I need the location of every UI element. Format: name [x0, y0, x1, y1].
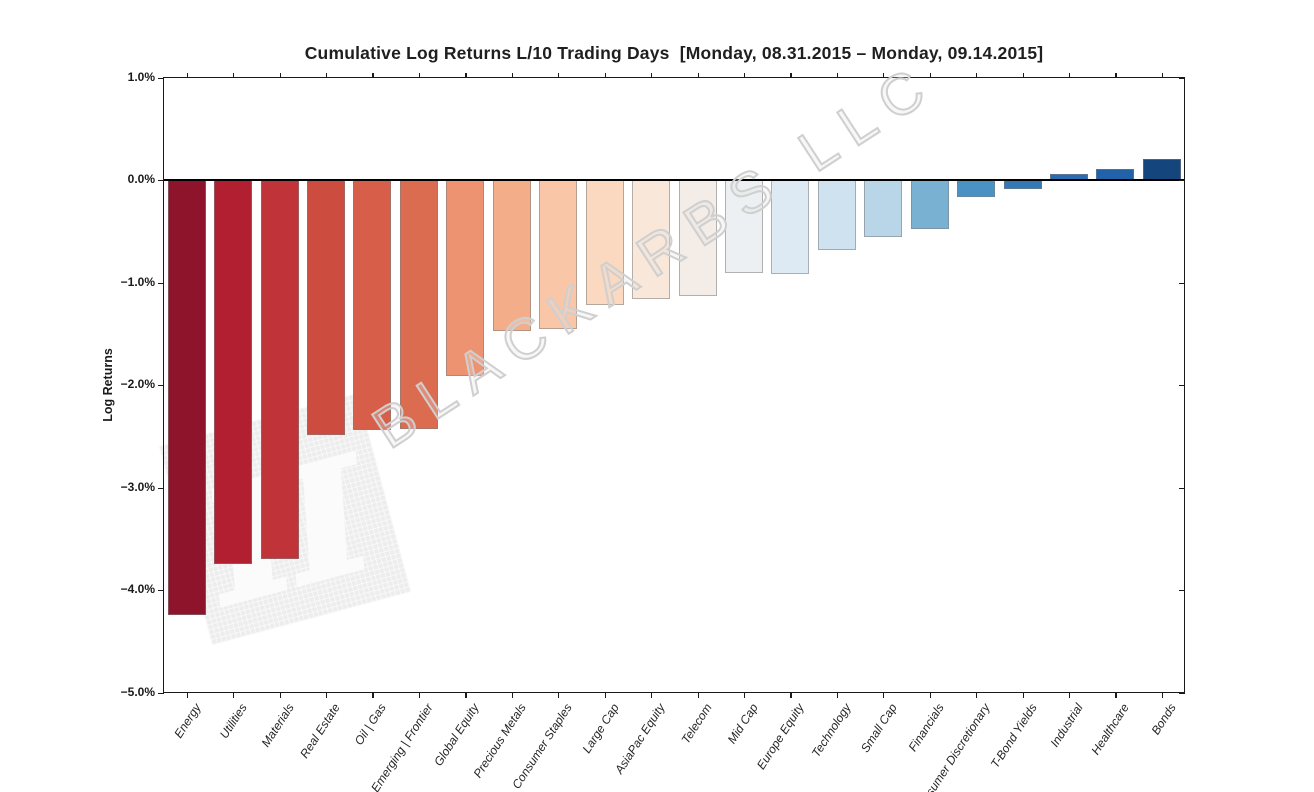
x-tick-bottom [465, 693, 467, 698]
y-tick-label: −1.0% [120, 274, 155, 289]
bar-bonds [1142, 158, 1181, 180]
x-tick-top [790, 72, 792, 78]
x-tick-bottom [743, 693, 746, 698]
x-tick-bottom [790, 693, 792, 698]
x-tick-top [651, 72, 653, 78]
x-tick-top [186, 72, 188, 78]
x-tick-top [743, 72, 746, 78]
y-tick-left [157, 385, 164, 387]
bar-real-estate [307, 180, 345, 436]
x-tick-bottom [558, 693, 560, 698]
y-tick-right [1179, 487, 1185, 489]
x-tick-bottom [651, 693, 653, 698]
x-tick-bottom [233, 693, 235, 698]
y-tick-label: 1.0% [127, 69, 155, 84]
bar-materials [260, 180, 299, 560]
x-tick-bottom [697, 693, 699, 698]
zero-baseline [163, 178, 1185, 182]
bar-mid-cap [724, 180, 763, 274]
bar-financials [910, 180, 949, 230]
y-tick-right [1179, 180, 1185, 182]
x-tick-top [511, 72, 513, 78]
x-tick-bottom [604, 693, 606, 698]
x-tick-bottom [186, 693, 188, 698]
x-tick-top [372, 72, 374, 78]
x-tick-bottom [418, 693, 421, 698]
y-tick-right [1179, 692, 1185, 695]
x-tick-top [836, 72, 839, 78]
x-tick-top [604, 72, 606, 78]
bar-large-cap [585, 180, 624, 306]
x-tick-top [465, 72, 467, 78]
x-tick-bottom [976, 693, 978, 698]
x-tick-top [558, 72, 560, 78]
x-tick-bottom [1068, 693, 1071, 698]
x-tick-bottom [511, 693, 513, 698]
bar-precious-metals [492, 180, 531, 331]
x-tick-bottom [883, 693, 885, 698]
bar-consumer-discretionary [957, 180, 996, 198]
y-tick-right [1179, 590, 1185, 592]
y-tick-right [1179, 385, 1185, 387]
x-tick-top [1115, 72, 1117, 78]
y-tick-left [157, 77, 164, 79]
x-tick-top [279, 72, 281, 78]
x-tick-top [233, 72, 235, 78]
bar-energy [167, 180, 206, 615]
y-tick-left [157, 692, 164, 695]
bar-consumer-staples [539, 180, 578, 329]
x-tick-top [697, 72, 699, 78]
y-tick-label: −2.0% [120, 377, 155, 392]
y-tick-left [157, 590, 164, 592]
bar-technology [817, 180, 856, 250]
x-tick-bottom [929, 693, 931, 698]
bar-global-equity [446, 180, 485, 376]
y-tick-left [157, 487, 164, 489]
x-tick-top [326, 72, 328, 78]
y-tick-left [157, 180, 164, 182]
x-tick-bottom [372, 693, 374, 698]
x-tick-bottom [1022, 693, 1024, 698]
x-tick-bottom [279, 693, 281, 698]
y-tick-label: −3.0% [120, 479, 155, 494]
y-tick-label: −4.0% [120, 582, 155, 597]
y-tick-right [1179, 77, 1185, 79]
y-tick-label: 0.0% [127, 172, 155, 186]
bar-asiapac-equity [632, 180, 670, 299]
y-tick-left [157, 282, 164, 284]
x-tick-bottom [326, 693, 328, 698]
x-tick-top [883, 72, 885, 78]
bar-telecom [678, 180, 717, 296]
x-tick-bottom [836, 693, 839, 698]
x-tick-top [976, 72, 978, 78]
y-tick-right [1179, 282, 1185, 284]
x-tick-top [1161, 72, 1164, 78]
bar-utilities [214, 180, 253, 564]
x-tick-bottom [1161, 693, 1164, 698]
x-tick-top [418, 72, 421, 78]
x-tick-top [1068, 72, 1071, 78]
x-tick-top [929, 72, 931, 78]
y-tick-label: −5.0% [120, 684, 155, 699]
bar-small-cap [864, 180, 903, 238]
x-tick-top [1022, 72, 1024, 78]
x-tick-bottom [1115, 693, 1117, 698]
bar-oil-gas [353, 180, 392, 431]
bar-emerging-frontier [399, 180, 438, 430]
chart-title: Cumulative Log Returns L/10 Trading Days… [304, 43, 1044, 63]
bar-europe-equity [771, 180, 810, 275]
